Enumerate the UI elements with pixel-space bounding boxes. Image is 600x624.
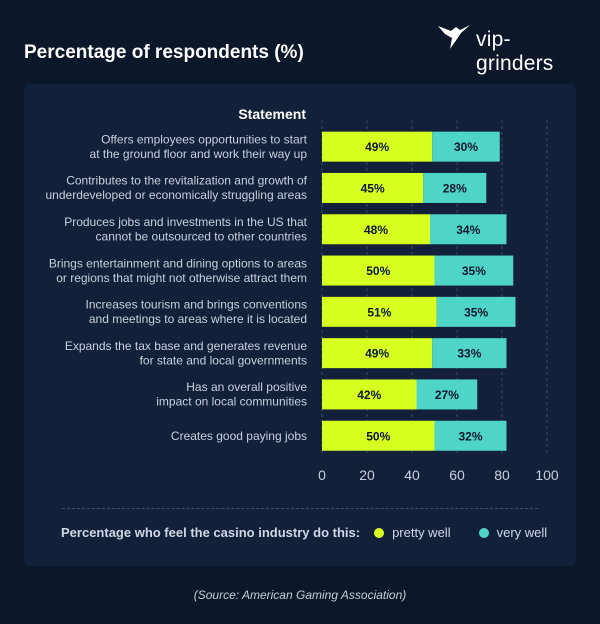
bar-pretty-well — [322, 172, 424, 203]
x-tick-label: 100 — [535, 467, 559, 483]
brand-logo[interactable]: vip-grinders — [436, 22, 581, 75]
category-label: Has an overall positive impact on local c… — [156, 380, 307, 409]
bar-pretty-well — [322, 214, 430, 245]
legend: Percentage who feel the casino industry … — [61, 525, 575, 540]
data-label: 49% — [365, 347, 389, 361]
bar-very-well — [436, 296, 516, 327]
legend-divider — [62, 508, 538, 509]
bar-very-well — [416, 379, 478, 410]
data-label: 50% — [366, 429, 390, 443]
data-label: 51% — [367, 305, 391, 319]
category-label: Produces jobs and investments in the US … — [64, 215, 307, 244]
bar-very-well — [432, 338, 507, 369]
data-label: 49% — [365, 140, 389, 154]
data-label: 42% — [357, 388, 381, 402]
chart-title: Percentage of respondents (%) — [24, 42, 304, 63]
data-label: 35% — [462, 264, 486, 278]
x-tick-label: 80 — [494, 467, 510, 483]
logo-text: vip-grinders — [476, 28, 554, 75]
legend-item-pretty-well[interactable]: pretty well — [374, 525, 451, 540]
category-label: Expands the tax base and generates reven… — [65, 339, 308, 368]
data-label: 33% — [457, 347, 481, 361]
category-label: Creates good paying jobs — [171, 429, 307, 443]
data-label: 30% — [454, 140, 478, 154]
x-tick-label: 0 — [318, 467, 326, 483]
bar-very-well — [434, 420, 507, 451]
data-label: 48% — [364, 223, 388, 237]
legend-label-pretty-well: pretty well — [392, 525, 451, 540]
category-label: Contributes to the revitalization and gr… — [46, 174, 308, 203]
bar-very-well — [430, 214, 507, 245]
category-label: Increases tourism and brings conventions… — [86, 298, 307, 327]
data-label: 27% — [435, 388, 459, 402]
data-label: 50% — [366, 264, 390, 278]
legend-item-very-well[interactable]: very well — [478, 525, 548, 540]
category-label: Brings entertainment and dining options … — [49, 256, 307, 285]
category-header: Statement — [238, 106, 306, 122]
chart-panel: Statement Offers employees opportunities … — [24, 84, 576, 566]
bar-pretty-well — [322, 255, 435, 286]
legend-title: Percentage who feel the casino industry … — [61, 525, 361, 540]
bar-pretty-well — [322, 296, 437, 327]
legend-label-very-well: very well — [496, 525, 548, 540]
bar-very-well — [434, 255, 514, 286]
bar-pretty-well — [322, 131, 433, 162]
bar-pretty-well — [322, 338, 433, 369]
x-tick-label: 40 — [404, 467, 420, 483]
legend-swatch-very-well — [478, 527, 489, 538]
hummingbird-icon — [438, 25, 470, 49]
data-label: 32% — [458, 429, 482, 443]
x-tick-label: 20 — [359, 467, 375, 483]
bar-pretty-well — [322, 420, 435, 451]
x-tick-label: 60 — [449, 467, 465, 483]
source-note: (Source: American Gaming Association) — [193, 588, 407, 602]
data-label: 34% — [456, 223, 480, 237]
stacked-bar-chart: Statement Offers employees opportunities … — [46, 106, 559, 483]
category-label: Offers employees opportunities to start a… — [90, 132, 308, 161]
bar-very-well — [423, 172, 487, 203]
data-label: 45% — [361, 181, 385, 195]
legend-swatch-pretty-well — [374, 527, 385, 538]
bar-very-well — [432, 131, 500, 162]
data-label: 35% — [464, 305, 488, 319]
data-label: 28% — [443, 181, 467, 195]
bar-pretty-well — [322, 379, 417, 410]
